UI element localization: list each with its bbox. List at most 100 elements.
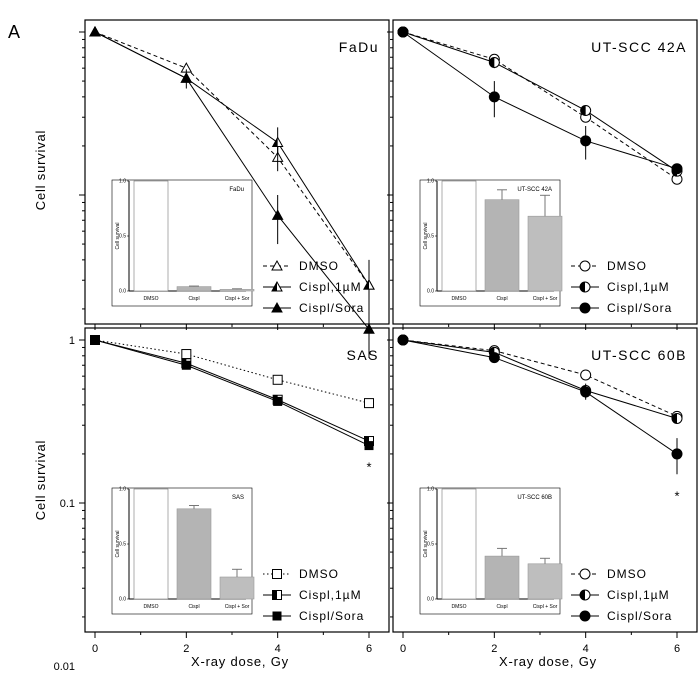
legend: DMSO Cispl,1µM Cispl/Sora bbox=[571, 567, 671, 623]
panel-title: UT-SCC 60B bbox=[591, 347, 687, 363]
marker-half-fill bbox=[672, 413, 677, 424]
y-axis bbox=[79, 31, 85, 310]
series-cispl-sora bbox=[397, 26, 683, 175]
inset-title: SAS bbox=[232, 495, 244, 501]
marker-fill bbox=[580, 386, 592, 398]
x-tick-label: 2 bbox=[183, 643, 189, 655]
marker-fill bbox=[488, 352, 500, 364]
inset-category-label: Cispl + Sor bbox=[225, 604, 250, 610]
panel-frame bbox=[84, 327, 390, 633]
data-point bbox=[90, 335, 100, 345]
inset-y-tick-label: 0.5 bbox=[427, 234, 434, 240]
inset-category-label: Cispl bbox=[188, 296, 199, 302]
x-axis: 0 2 4 6 bbox=[92, 632, 372, 655]
data-point bbox=[671, 448, 683, 460]
inset-bar-dmso bbox=[441, 488, 477, 600]
legend-marker bbox=[272, 590, 282, 600]
inset-ut-scc-42a: 0.0 0.5 1.0 Cell survival UT-SCC 42A DMSO Cisp… bbox=[419, 179, 563, 307]
marker-fill bbox=[273, 396, 283, 406]
legend-marker bbox=[579, 589, 591, 601]
x-axis: 0 2 4 6 bbox=[400, 632, 680, 655]
legend-label-cispl-1-m: Cispl,1µM bbox=[607, 280, 670, 294]
inset-bar-cispl-sor bbox=[219, 289, 255, 292]
legend-marker bbox=[579, 610, 591, 622]
marker-outline bbox=[181, 349, 192, 360]
inset-bar-cispl bbox=[484, 199, 520, 292]
inset-bar-cispl-sor bbox=[527, 563, 563, 600]
x-tick-label: 4 bbox=[275, 643, 281, 655]
x-axis-title-right: X-ray dose, Gy bbox=[499, 654, 597, 669]
inset-y-tick-label: 0.0 bbox=[427, 597, 434, 603]
y-tick-label: 0.01 bbox=[54, 661, 75, 673]
inset-y-tick-label: 0.0 bbox=[427, 289, 434, 295]
data-point bbox=[488, 352, 500, 364]
marker-fill bbox=[180, 72, 193, 83]
series-cispl-1-m bbox=[90, 335, 374, 447]
inset-sas: 0.0 0.5 1.0 Cell survival SAS DMSO Cispl Cispl … bbox=[111, 487, 255, 615]
inset-title: UT-SCC 60B bbox=[517, 495, 552, 501]
series-line bbox=[402, 339, 678, 455]
data-point bbox=[272, 374, 283, 385]
marker-half-fill bbox=[580, 590, 585, 600]
significance-asterisk: * bbox=[366, 460, 371, 475]
inset-title: FaDu bbox=[229, 187, 244, 193]
legend-label-cispl-sora: Cispl/Sora bbox=[607, 301, 672, 315]
legend-label-cispl-1-m: Cispl,1µM bbox=[299, 280, 362, 294]
data-point bbox=[271, 209, 284, 220]
panel-frame bbox=[392, 327, 698, 633]
inset-bar-cispl-sor bbox=[527, 215, 563, 292]
panel-ut-scc-60b: 0 2 4 6 UT-SCC 60B 0.0 0.5 1.0 Cell survival UT-S… bbox=[387, 327, 698, 655]
data-point bbox=[271, 136, 284, 147]
significance-asterisk: * bbox=[674, 488, 679, 503]
marker-outline bbox=[364, 398, 374, 409]
inset-fadu: 0.0 0.5 1.0 Cell survival FaDu DMSO Cispl Cispl… bbox=[111, 179, 255, 307]
marker-fill bbox=[363, 323, 375, 334]
legend-label-dmso: DMSO bbox=[607, 567, 647, 581]
inset-category-label: DMSO bbox=[452, 604, 467, 610]
inset-category-label: Cispl + Sor bbox=[533, 296, 558, 302]
marker-outline bbox=[579, 568, 591, 580]
x-tick-label: 4 bbox=[583, 643, 589, 655]
inset-y-tick-label: 0.5 bbox=[119, 542, 126, 548]
data-point bbox=[671, 412, 683, 424]
data-point bbox=[671, 163, 683, 175]
x-axis bbox=[94, 324, 370, 330]
legend: DMSO Cispl,1µM Cispl/Sora bbox=[263, 567, 363, 623]
marker-half-fill bbox=[364, 280, 369, 290]
panel-ut-scc-42a: UT-SCC 42A 0.0 0.5 1.0 Cell survival UT-SCC 4… bbox=[387, 19, 698, 330]
inset-y-tick-label: 0.0 bbox=[119, 597, 126, 603]
series-cispl-sora bbox=[397, 334, 683, 475]
marker-fill bbox=[364, 441, 374, 451]
legend-label-cispl-sora: Cispl/Sora bbox=[299, 301, 364, 315]
series-line bbox=[94, 339, 370, 447]
data-point bbox=[181, 360, 191, 370]
inset-category-label: DMSO bbox=[144, 604, 159, 610]
marker-outline bbox=[579, 260, 591, 272]
series-line bbox=[94, 339, 370, 404]
panel-frame bbox=[84, 19, 390, 325]
series-line bbox=[402, 339, 678, 417]
data-point bbox=[89, 25, 101, 37]
marker-half-fill bbox=[580, 105, 586, 116]
marker-fill bbox=[272, 611, 282, 621]
x-axis bbox=[402, 324, 678, 330]
series-cispl-sora bbox=[89, 25, 375, 358]
data-point bbox=[488, 56, 500, 68]
inset-category-label: DMSO bbox=[144, 296, 159, 302]
y-axis bbox=[387, 339, 393, 618]
data-point bbox=[580, 104, 592, 116]
legend-label-cispl-1-m: Cispl,1µM bbox=[299, 588, 362, 602]
legend-marker bbox=[272, 611, 282, 621]
x-axis-title-left: X-ray dose, Gy bbox=[191, 654, 289, 669]
marker-fill bbox=[579, 302, 591, 314]
inset-y-tick-label: 1.0 bbox=[427, 179, 434, 185]
inset-y-label: Cell survival bbox=[423, 223, 429, 250]
series-cispl-sora bbox=[90, 335, 374, 451]
marker-outline bbox=[580, 369, 592, 381]
marker-half-fill bbox=[580, 282, 585, 292]
series-line bbox=[402, 31, 678, 180]
legend-label-cispl-1-m: Cispl,1µM bbox=[607, 588, 670, 602]
data-point bbox=[580, 386, 592, 398]
series-line bbox=[94, 339, 370, 442]
inset-bar-cispl bbox=[484, 555, 520, 600]
